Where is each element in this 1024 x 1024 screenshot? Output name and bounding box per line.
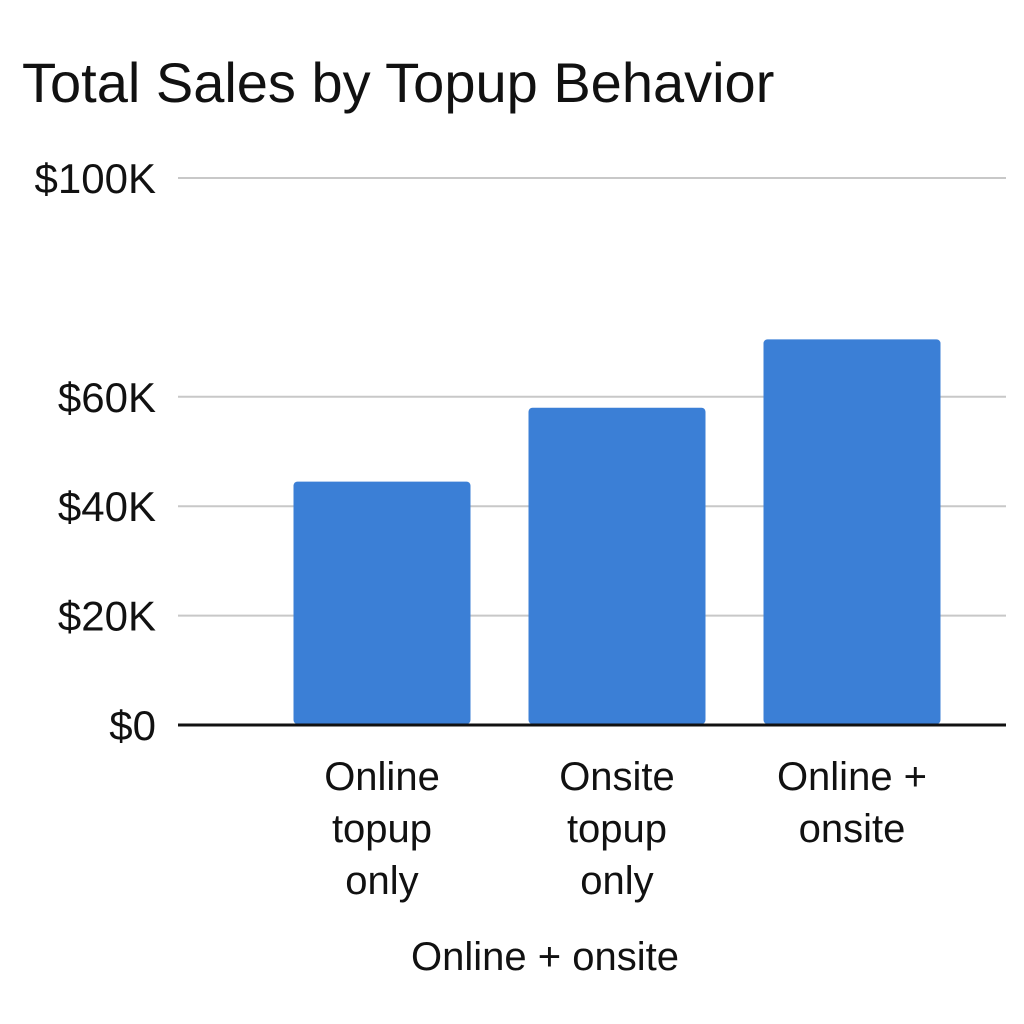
x-category-label: Online topup only <box>324 755 440 903</box>
x-category-label: Online + onsite <box>777 755 927 851</box>
x-category-label-line: Online <box>324 755 440 799</box>
bar <box>763 339 941 724</box>
x-category-label-line: only <box>580 859 653 903</box>
y-tick-label: $40K <box>58 483 156 530</box>
y-tick-label: $0 <box>109 702 156 749</box>
bars <box>293 339 941 724</box>
chart-title: Total Sales by Topup Behavior <box>22 51 775 114</box>
y-tick-label: $20K <box>58 593 156 640</box>
x-category-label-line: Onsite <box>559 755 675 799</box>
x-category-label-line: Online + <box>777 755 927 799</box>
x-category-label: Onsite topup only <box>559 755 675 903</box>
x-axis-categories: Online topup only Onsite topup only Online + on… <box>324 755 927 903</box>
x-category-label-line: topup <box>567 807 667 851</box>
y-axis-ticks: $0 $20K $40K $60K $100K <box>35 155 156 749</box>
bar <box>293 481 471 724</box>
x-category-label-line: onsite <box>799 807 906 851</box>
x-category-label-line: topup <box>332 807 432 851</box>
x-axis-title: Online + onsite <box>411 935 679 979</box>
x-category-label-line: only <box>345 859 418 903</box>
y-tick-label: $60K <box>58 374 156 421</box>
bar <box>528 407 706 724</box>
y-tick-label: $100K <box>35 155 156 202</box>
